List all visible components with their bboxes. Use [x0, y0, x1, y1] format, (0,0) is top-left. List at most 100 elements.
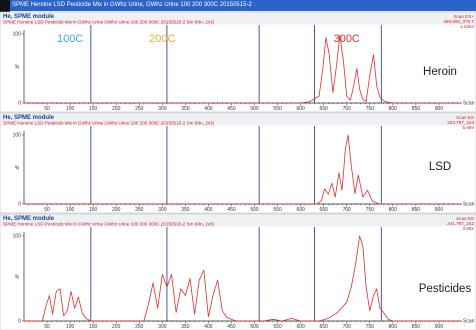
module-label: He, SPME module — [3, 216, 55, 222]
x-axis-label: Scan — [463, 319, 475, 325]
corner-mark — [0, 0, 10, 12]
temperature-label: 300C — [334, 33, 360, 45]
y-axis-label: % — [15, 166, 20, 172]
x-tick-label: 250 — [135, 324, 144, 330]
x-tick-label: 300 — [158, 207, 167, 213]
x-tick-label: 450 — [227, 324, 236, 330]
x-tick-label: 350 — [181, 106, 190, 112]
y-tick-label: 100 — [13, 234, 22, 240]
scan-info: Scan ES — [456, 216, 474, 221]
x-tick-label: 800 — [389, 106, 398, 112]
panel-frame — [0, 112, 476, 214]
x-axis-label: Scan — [463, 101, 475, 107]
compound-label: Heroin — [423, 66, 457, 78]
scan-info: Scan ES+ — [453, 14, 474, 19]
series-trace — [24, 235, 462, 322]
x-tick-label: 50 — [44, 324, 50, 330]
x-axis-label: Scan — [463, 202, 475, 208]
x-tick-label: 250 — [135, 106, 144, 112]
x-tick-label: 700 — [343, 324, 352, 330]
x-tick-label: 900 — [435, 207, 444, 213]
scan-info: 3.68e — [463, 226, 475, 231]
y-axis-label: % — [15, 275, 20, 281]
series-trace — [24, 134, 462, 205]
x-tick-label: 550 — [273, 324, 282, 330]
x-tick-label: 350 — [181, 324, 190, 330]
x-tick-label: 200 — [112, 106, 121, 112]
x-tick-label: 150 — [89, 324, 98, 330]
y-tick-label: 100 — [13, 133, 22, 139]
x-tick-label: 750 — [366, 324, 375, 330]
x-tick-label: 300 — [158, 106, 167, 112]
panel-subtitle: SPME Heroine LSD Pesticide Mix in GWhz U… — [3, 121, 215, 126]
x-tick-label: 750 — [366, 207, 375, 213]
x-tick-label: 900 — [435, 106, 444, 112]
x-tick-label: 850 — [412, 207, 421, 213]
panel-header — [0, 113, 476, 126]
x-tick-label: 150 — [89, 207, 98, 213]
y-tick-label: 0 — [18, 101, 21, 107]
temperature-label: 100C — [57, 33, 83, 45]
x-tick-label: 750 — [366, 106, 375, 112]
x-tick-label: 500 — [250, 207, 259, 213]
x-tick-label: 250 — [135, 207, 144, 213]
x-tick-label: 400 — [204, 324, 213, 330]
scan-info: 241.797_242 — [447, 221, 474, 226]
x-tick-label: 850 — [412, 324, 421, 330]
scan-info: Scan ES — [456, 115, 474, 120]
x-tick-label: 400 — [204, 207, 213, 213]
x-tick-label: 100 — [66, 106, 75, 112]
x-tick-label: 500 — [250, 106, 259, 112]
scan-info: 1.42e4 — [460, 24, 474, 29]
x-tick-label: 650 — [320, 106, 329, 112]
x-tick-label: 50 — [44, 106, 50, 112]
module-label: He, SPME module — [3, 14, 55, 20]
x-tick-label: 650 — [320, 324, 329, 330]
x-tick-label: 700 — [343, 207, 352, 213]
x-tick-label: 500 — [250, 324, 259, 330]
panel-subtitle: SPME Heroine LSD Pesticide Mix in GWhz U… — [3, 20, 215, 25]
scan-info: 5.68e — [463, 125, 475, 130]
module-label: He, SPME module — [3, 115, 55, 121]
x-tick-label: 150 — [89, 106, 98, 112]
x-tick-label: 800 — [389, 324, 398, 330]
x-tick-label: 100 — [66, 324, 75, 330]
x-tick-label: 350 — [181, 207, 190, 213]
compound-label: Pesticides — [419, 283, 472, 295]
panel-subtitle: SPME Heroine LSD Pesticide Mix in GWhz U… — [3, 222, 215, 227]
x-tick-label: 600 — [296, 324, 305, 330]
x-tick-label: 550 — [273, 106, 282, 112]
x-tick-label: 900 — [435, 324, 444, 330]
x-tick-label: 50 — [44, 207, 50, 213]
x-tick-label: 450 — [227, 207, 236, 213]
x-tick-label: 650 — [320, 207, 329, 213]
x-tick-label: 800 — [389, 207, 398, 213]
y-tick-label: 0 — [18, 319, 21, 325]
y-tick-label: 100 — [13, 32, 22, 38]
panel-frame — [0, 213, 476, 330]
window-title: SPME Heroine LSD Pesticide Mix in GWhz U… — [12, 2, 252, 8]
panel-header — [0, 214, 476, 227]
x-tick-label: 400 — [204, 106, 213, 112]
y-tick-label: 0 — [18, 202, 21, 208]
panel-header — [0, 12, 476, 25]
x-tick-label: 300 — [158, 324, 167, 330]
x-tick-label: 700 — [343, 106, 352, 112]
x-tick-label: 850 — [412, 106, 421, 112]
x-tick-label: 600 — [296, 106, 305, 112]
scan-info: 323.797_324 — [447, 120, 474, 125]
temperature-label: 200C — [149, 33, 175, 45]
compound-label: LSD — [429, 161, 451, 173]
x-tick-label: 200 — [112, 207, 121, 213]
x-tick-label: 550 — [273, 207, 282, 213]
series-trace — [24, 35, 462, 104]
scan-info: 369.906_370.7 — [443, 19, 474, 24]
x-tick-label: 600 — [296, 207, 305, 213]
x-tick-label: 200 — [112, 324, 121, 330]
x-tick-label: 450 — [227, 106, 236, 112]
